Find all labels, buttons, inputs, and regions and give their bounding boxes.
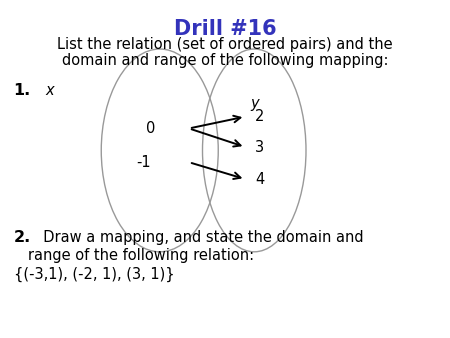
- Text: {(-3,1), (-2, 1), (3, 1)}: {(-3,1), (-2, 1), (3, 1)}: [14, 267, 174, 282]
- Text: range of the following relation:: range of the following relation:: [14, 248, 254, 263]
- Text: Drill #16: Drill #16: [174, 19, 276, 39]
- Text: 2.: 2.: [14, 230, 31, 245]
- Text: 1.: 1.: [14, 83, 31, 98]
- Text: -1: -1: [136, 155, 150, 170]
- Text: domain and range of the following mapping:: domain and range of the following mappin…: [62, 53, 388, 68]
- Text: 0: 0: [146, 121, 155, 136]
- Text: List the relation (set of ordered pairs) and the: List the relation (set of ordered pairs)…: [57, 37, 393, 52]
- Text: 4: 4: [255, 172, 265, 187]
- Text: Draw a mapping, and state the domain and: Draw a mapping, and state the domain and: [34, 230, 364, 245]
- Text: 3: 3: [255, 140, 264, 154]
- Text: y: y: [250, 96, 259, 111]
- Text: x: x: [45, 83, 54, 98]
- Text: 2: 2: [255, 109, 265, 124]
